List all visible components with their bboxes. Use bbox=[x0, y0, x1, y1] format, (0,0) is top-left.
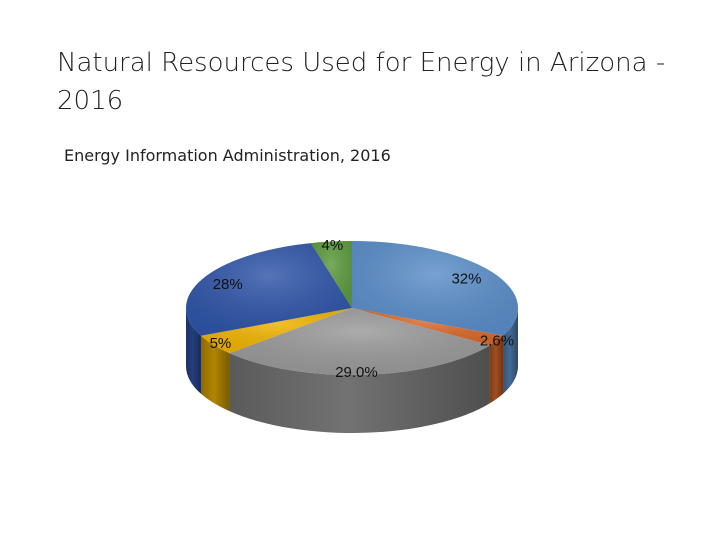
pie-slice-shade-5 bbox=[310, 241, 352, 308]
pie-label-4: 28% bbox=[213, 276, 243, 293]
pie-slice-shade-2 bbox=[229, 308, 490, 375]
pie-side-shade-3 bbox=[200, 335, 230, 412]
pie-side-shade-0 bbox=[503, 308, 518, 394]
pie-slice-shade-0 bbox=[352, 241, 518, 336]
pie-label-0: 32% bbox=[451, 270, 481, 287]
slide-title: Natural Resources Used for Energy in Ari… bbox=[57, 48, 666, 116]
pie-label-2: 29.0% bbox=[335, 364, 378, 381]
pie-sides bbox=[186, 308, 518, 433]
pie-label-1: 2.6% bbox=[480, 333, 514, 350]
pie-top bbox=[186, 241, 518, 375]
pie-label-5: 4% bbox=[322, 237, 344, 254]
pie-slice-shade-1 bbox=[352, 308, 504, 346]
pie-slice-shade-3 bbox=[200, 308, 352, 354]
pie-side-shade-1 bbox=[489, 335, 504, 404]
pie-side-shade-4 bbox=[186, 308, 201, 394]
pie-side-shade-2 bbox=[229, 345, 490, 433]
pie-labels: 32% 2.6% 29.0% 5% 28% 4% bbox=[210, 237, 514, 381]
slide-subtitle: Energy Information Administration, 2016 bbox=[64, 146, 391, 165]
pie-label-3: 5% bbox=[210, 335, 232, 352]
pie-slice-shade-4 bbox=[186, 243, 352, 336]
